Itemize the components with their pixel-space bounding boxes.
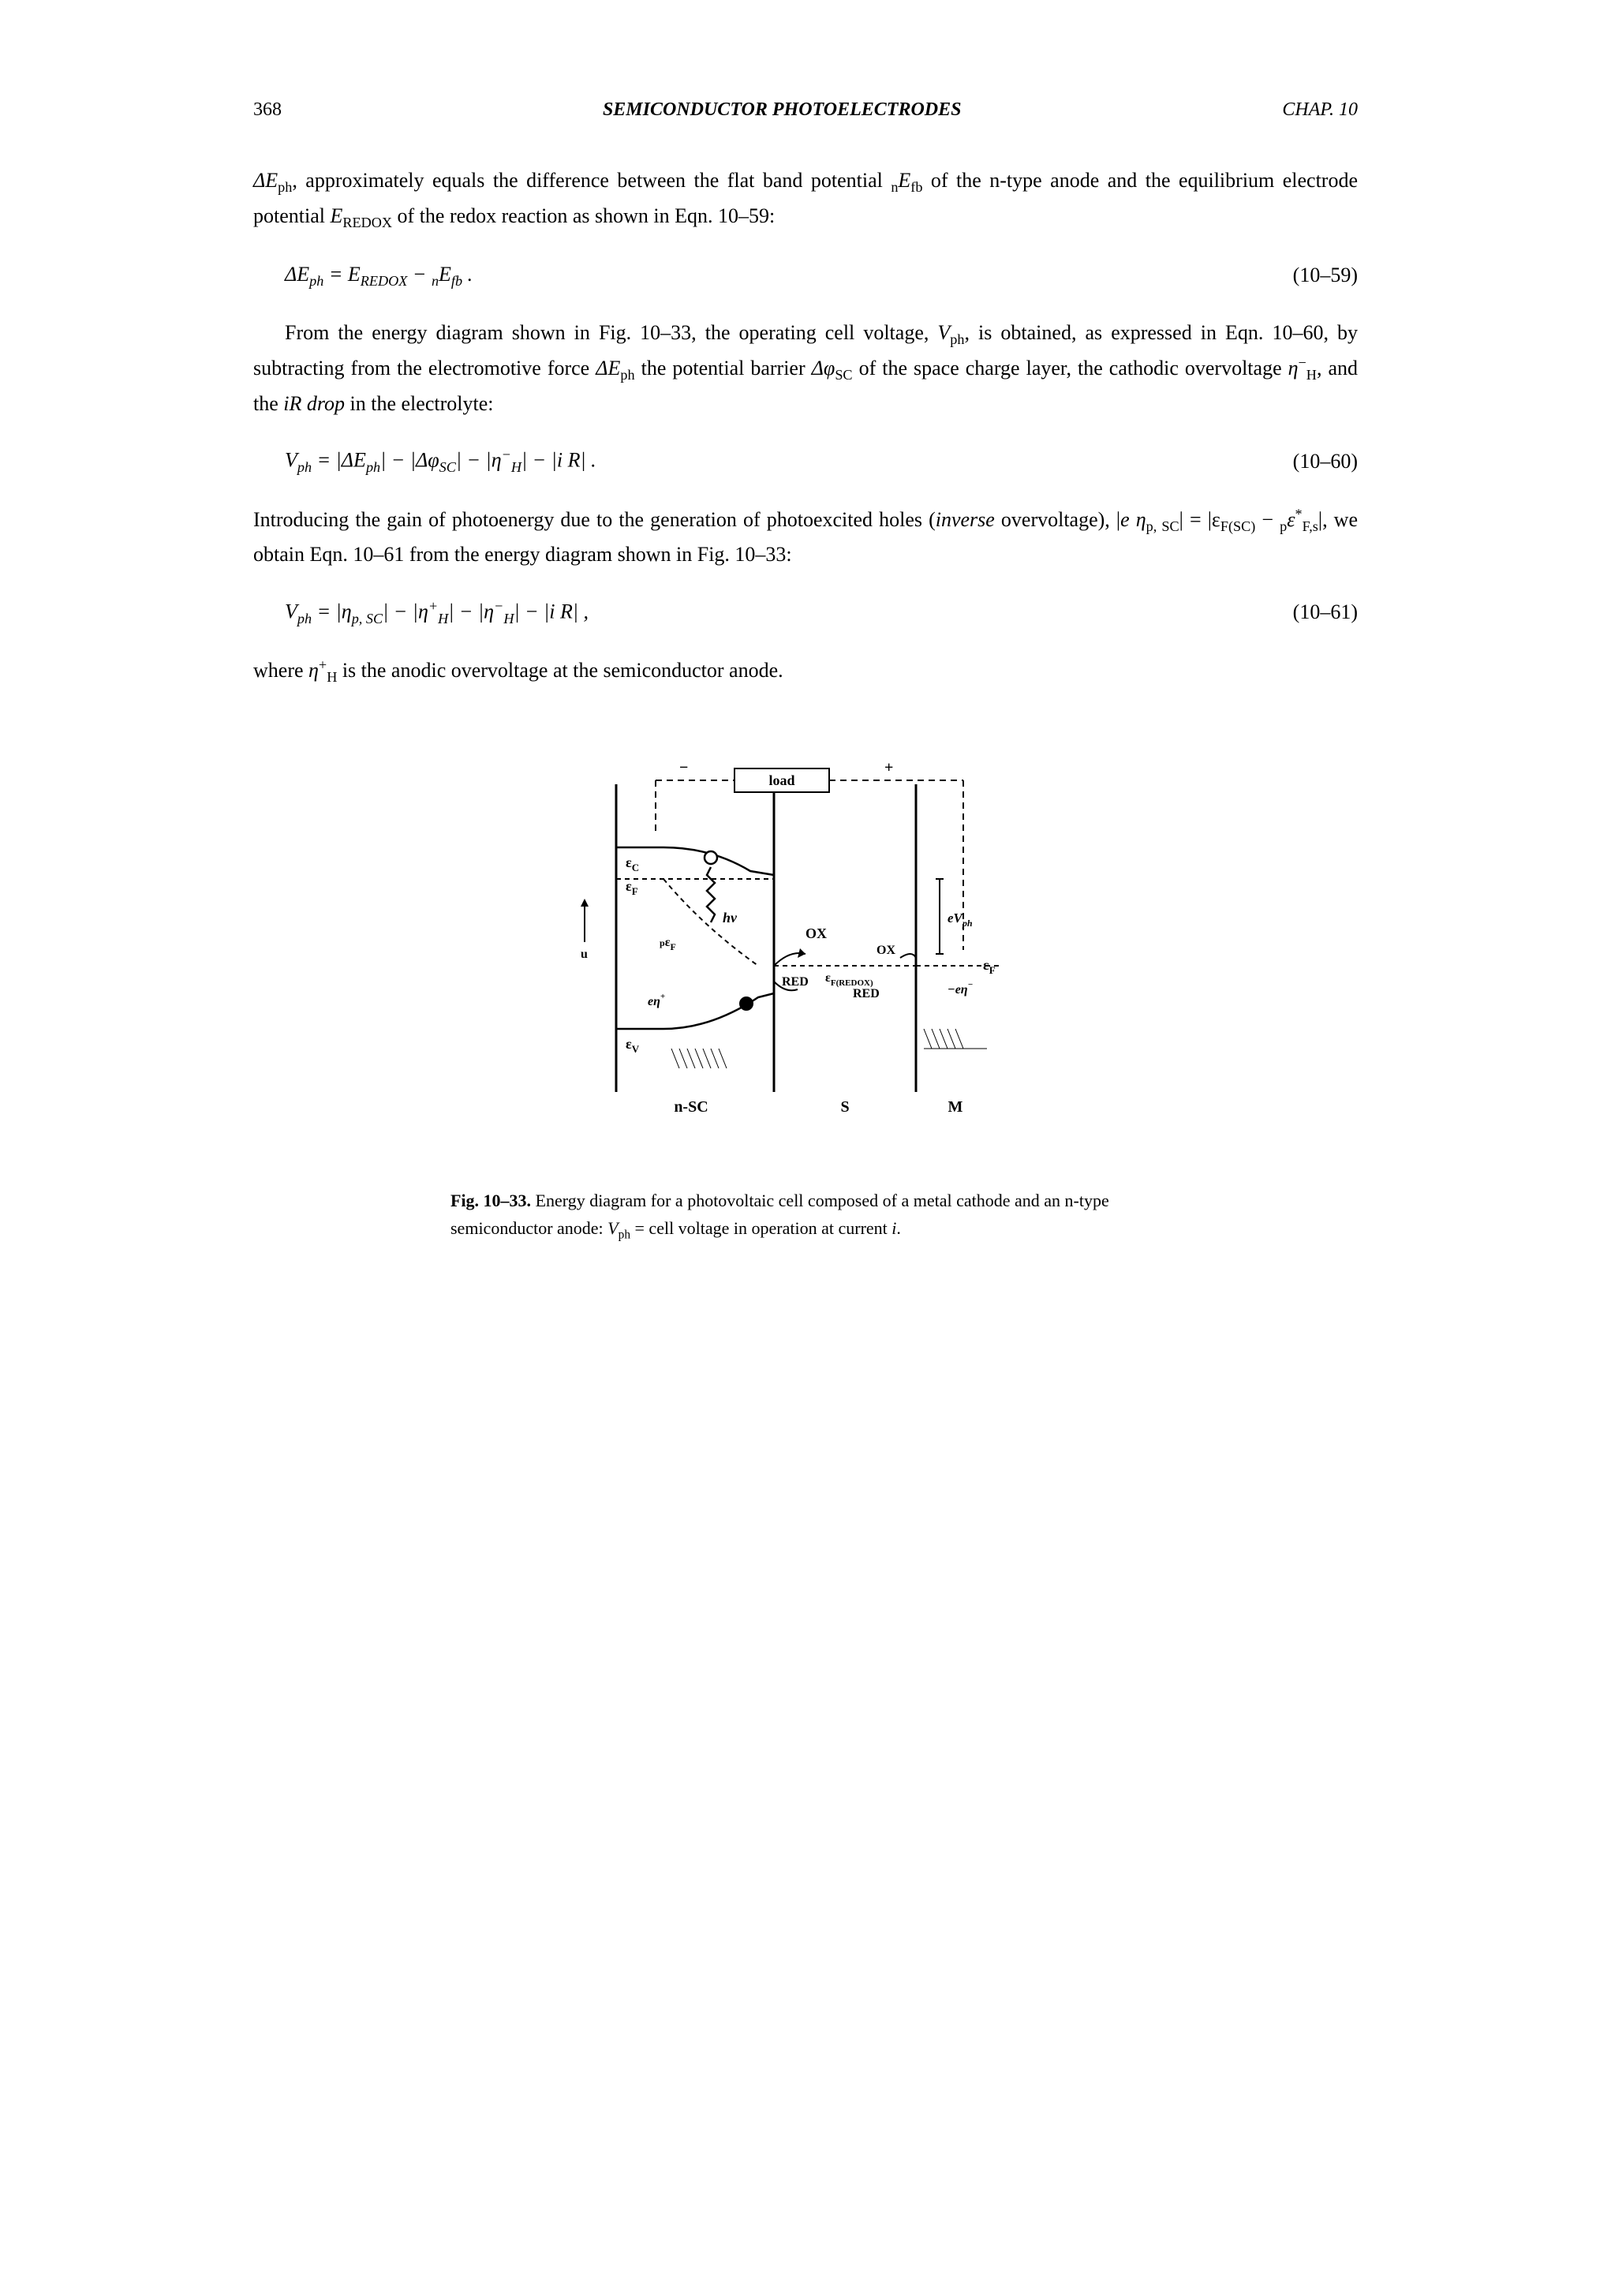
equation-1-number: (10–59) (1293, 259, 1358, 292)
svg-text:eη+: eη+ (648, 992, 665, 1008)
figure-number: Fig. 10–33. (450, 1191, 531, 1210)
svg-text:−eη−: −eη− (948, 980, 973, 997)
text: where η+H is the anodic overvoltage at t… (253, 659, 783, 682)
paragraph-2: From the energy diagram shown in Fig. 10… (253, 316, 1358, 420)
equation-2-body: Vph = |ΔEph| − |ΔφSC| − |η−H| − |i R| . (285, 443, 596, 479)
paragraph-1: ΔEph, approximately equals the differenc… (253, 164, 1358, 234)
text: ΔEph, approximately equals the differenc… (253, 169, 1358, 226)
equation-3-number: (10–61) (1293, 596, 1358, 629)
text: From the energy diagram shown in Fig. 10… (253, 321, 1358, 414)
svg-text:εC: εC (626, 854, 639, 873)
book-title: SEMICONDUCTOR PHOTOELECTRODES (603, 95, 962, 125)
equation-2-number: (10–60) (1293, 445, 1358, 478)
svg-text:eVph: eVph (948, 911, 973, 929)
svg-text:εF: εF (626, 878, 638, 897)
chapter-label: CHAP. 10 (1282, 95, 1358, 125)
hatch-right (924, 1029, 987, 1049)
figure-caption: Fig. 10–33. Energy diagram for a photovo… (450, 1187, 1161, 1245)
plus-label: + (884, 759, 893, 776)
page-number: 368 (253, 95, 282, 125)
equation-3: Vph = |ηp, SC| − |η+H| − |η−H| − |i R| ,… (285, 595, 1358, 630)
red2-label: RED (853, 987, 880, 1000)
energy-diagram-svg: load − + εC εF hν pεF εV eη+ OX RED εF(R… (553, 737, 1058, 1147)
svg-text:εF(REDOX): εF(REDOX) (825, 971, 873, 988)
ox2-label: OX (877, 944, 895, 957)
load-label: load (768, 772, 794, 788)
equation-3-body: Vph = |ηp, SC| − |η+H| − |η−H| − |i R| , (285, 595, 589, 630)
equation-1: ΔEph = EREDOX − nEfb . (10–59) (285, 258, 1358, 293)
text: Introducing the gain of photoenergy due … (253, 508, 1358, 566)
svg-text:u: u (581, 948, 588, 961)
svg-text:εV: εV (626, 1036, 640, 1055)
red-label: RED (782, 975, 809, 989)
svg-text:pεF: pεF (660, 936, 676, 952)
nsc-label: n-SC (674, 1098, 708, 1116)
figure-10-33: load − + εC εF hν pεF εV eη+ OX RED εF(R… (253, 737, 1358, 1245)
minus-label: − (679, 759, 688, 776)
equation-1-body: ΔEph = EREDOX − nEfb . (285, 258, 473, 293)
paragraph-4: where η+H is the anodic overvoltage at t… (253, 654, 1358, 690)
page-header: 368 SEMICONDUCTOR PHOTOELECTRODES CHAP. … (253, 95, 1358, 125)
ox-label: OX (806, 926, 827, 941)
hv-label: hν (723, 910, 738, 926)
m-label: M (948, 1098, 963, 1116)
hatch-left (671, 1049, 727, 1068)
svg-text:εF: εF (983, 957, 996, 976)
s-label: S (840, 1098, 849, 1116)
paragraph-3: Introducing the gain of photoenergy due … (253, 503, 1358, 571)
equation-2: Vph = |ΔEph| − |ΔφSC| − |η−H| − |i R| . … (285, 443, 1358, 479)
